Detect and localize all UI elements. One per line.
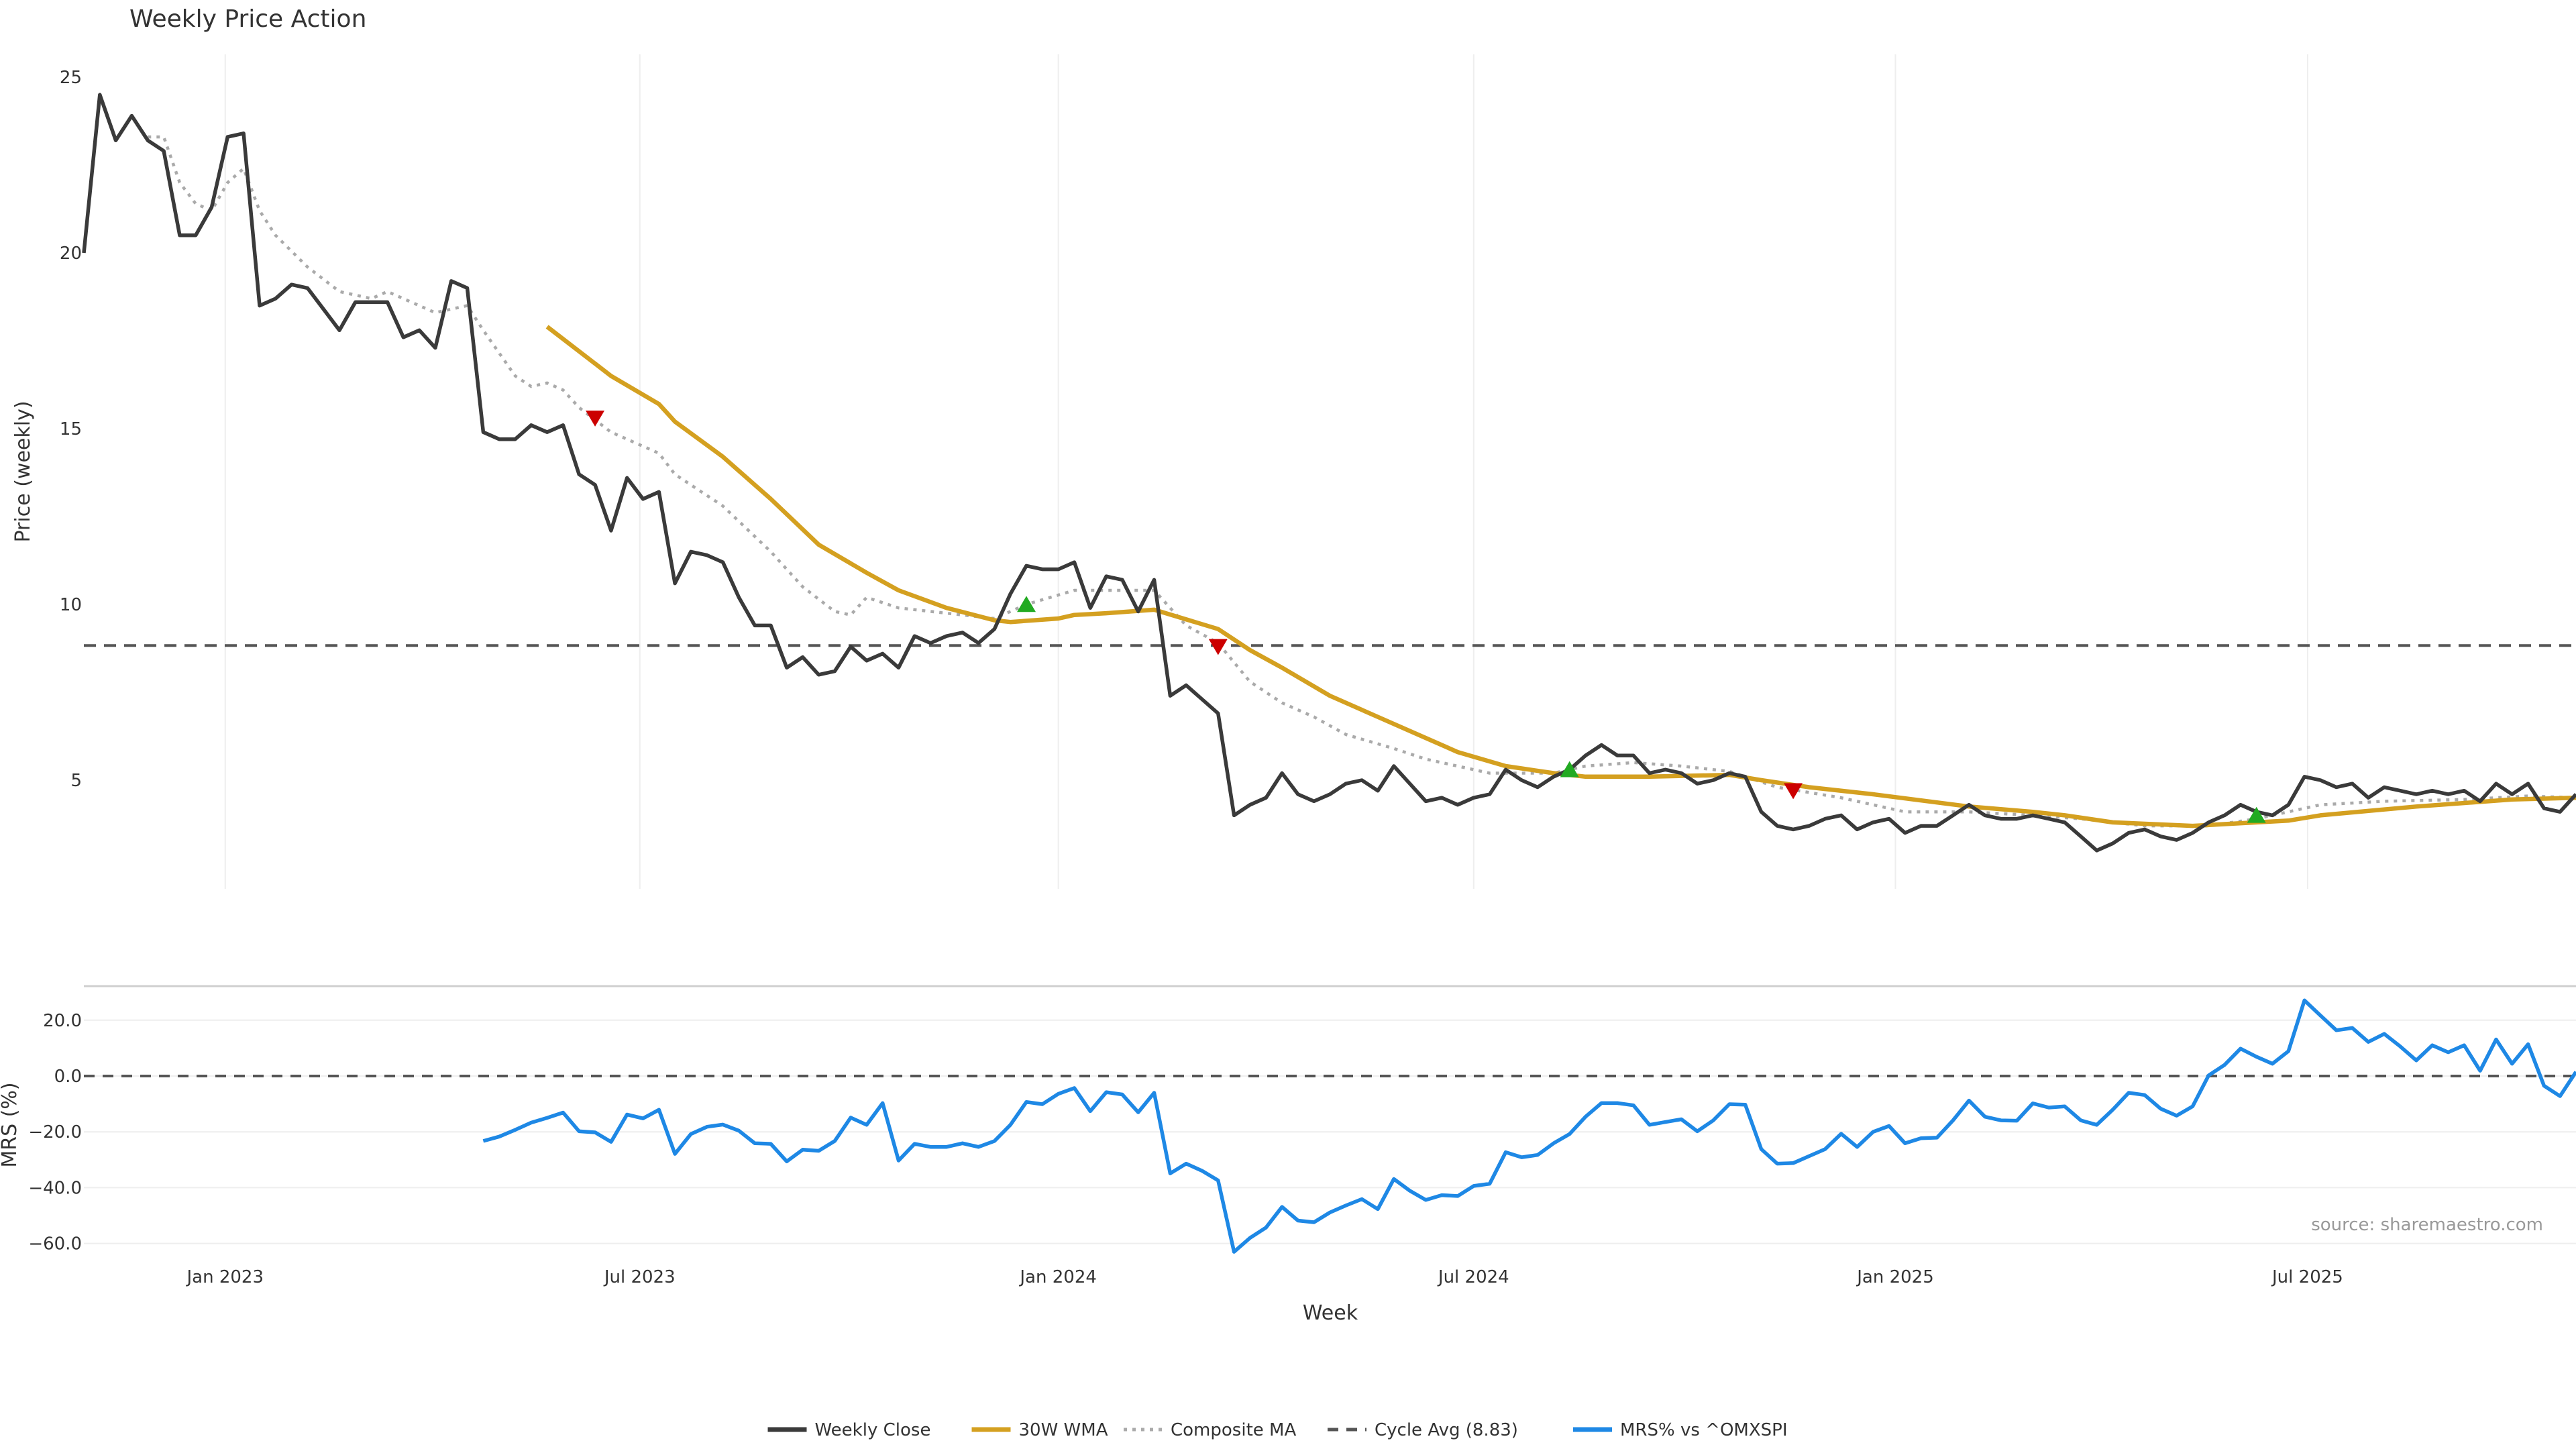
weekly-close-line <box>82 93 2576 853</box>
chart-title: Weekly Price Action <box>129 5 366 33</box>
x-axis: Jan 2023 Jul 2023 Jan 2024 Jul 2024 Jan 2025… <box>185 1267 2343 1287</box>
x-tick-label: Jul 2025 <box>2271 1267 2343 1287</box>
y-tick-label: 0.0 <box>54 1067 82 1087</box>
legend-item: Cycle Avg (8.83) <box>1328 1420 1518 1440</box>
y-tick-label: 20.0 <box>43 1011 82 1031</box>
wma-30w-line <box>545 325 2576 828</box>
legend-label: Weekly Close <box>815 1420 931 1440</box>
y-tick-label: −20.0 <box>28 1122 82 1142</box>
legend-item: Composite MA <box>1124 1420 1296 1440</box>
y-tick-label: 10 <box>60 595 82 615</box>
buy-signal-marker <box>1560 761 1579 777</box>
composite-ma-line <box>148 135 2576 828</box>
mrs-panel: 20.0 0.0 −20.0 −40.0 −60.0 <box>28 998 2576 1254</box>
buy-signal-marker <box>2247 806 2266 823</box>
x-tick-label: Jan 2025 <box>1856 1267 1934 1287</box>
y-tick-label: −60.0 <box>28 1234 82 1254</box>
x-axis-label: Week <box>1303 1301 1358 1325</box>
y-tick-label: −40.0 <box>28 1178 82 1198</box>
y-axis-label-mrs: MRS (%) <box>0 1082 21 1167</box>
mrs-line <box>482 998 2576 1254</box>
legend-label: MRS% vs ^OMXSPI <box>1620 1420 1788 1440</box>
x-tick-label: Jul 2024 <box>1437 1267 1509 1287</box>
legend-label: Cycle Avg (8.83) <box>1375 1420 1518 1440</box>
y-tick-label: 15 <box>60 419 82 439</box>
buy-signal-marker <box>1017 596 1036 612</box>
y-tick-label: 20 <box>60 244 82 264</box>
x-tick-label: Jan 2024 <box>1018 1267 1097 1287</box>
x-tick-label: Jul 2023 <box>603 1267 676 1287</box>
y-tick-label: 5 <box>70 771 82 791</box>
legend: Weekly Close 30W WMA Composite MA Cycle Avg… <box>767 1420 1788 1440</box>
sell-signal-marker <box>1208 639 1228 655</box>
sell-signal-marker <box>1784 783 1803 800</box>
x-tick-label: Jan 2023 <box>185 1267 264 1287</box>
legend-label: 30W WMA <box>1019 1420 1108 1440</box>
legend-item: MRS% vs ^OMXSPI <box>1573 1420 1788 1440</box>
legend-item: Weekly Close <box>767 1420 931 1440</box>
y-axis-label-price: Price (weekly) <box>11 400 35 542</box>
legend-item: 30W WMA <box>971 1420 1108 1440</box>
legend-label: Composite MA <box>1171 1420 1296 1440</box>
sell-signal-marker <box>586 411 605 427</box>
source-note: source: sharemaestro.com <box>2311 1215 2543 1235</box>
price-panel: 5 10 15 20 25 <box>60 54 2576 889</box>
y-tick-label: 25 <box>60 68 82 88</box>
